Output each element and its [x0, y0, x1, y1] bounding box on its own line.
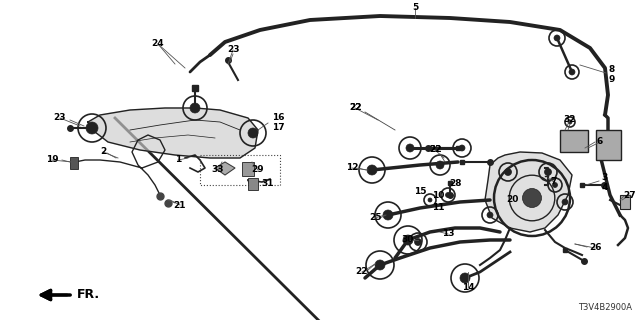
- Text: 4: 4: [602, 183, 608, 193]
- Circle shape: [554, 35, 560, 41]
- Circle shape: [552, 182, 557, 188]
- Text: 32: 32: [564, 116, 576, 124]
- Text: 1: 1: [175, 156, 181, 164]
- Text: 22: 22: [429, 146, 441, 155]
- Text: 33: 33: [212, 165, 224, 174]
- Text: 22: 22: [429, 146, 441, 155]
- Bar: [200, 155, 280, 185]
- Text: 25: 25: [369, 213, 381, 222]
- Text: 7: 7: [551, 178, 557, 187]
- Text: 6: 6: [597, 138, 603, 147]
- Text: 17: 17: [272, 124, 284, 132]
- Circle shape: [568, 120, 572, 124]
- Text: 26: 26: [589, 244, 601, 252]
- Text: 24: 24: [152, 39, 164, 49]
- Circle shape: [545, 169, 552, 175]
- Circle shape: [562, 199, 568, 205]
- Text: 3: 3: [602, 173, 608, 182]
- Text: 31: 31: [262, 179, 275, 188]
- Circle shape: [383, 210, 393, 220]
- Text: 27: 27: [624, 190, 636, 199]
- Text: 23: 23: [227, 45, 239, 54]
- Circle shape: [375, 260, 385, 270]
- Circle shape: [459, 145, 465, 151]
- Text: 21: 21: [173, 201, 186, 210]
- Text: 5: 5: [412, 4, 418, 12]
- Circle shape: [428, 198, 432, 202]
- Polygon shape: [88, 108, 258, 158]
- Circle shape: [445, 193, 451, 197]
- Circle shape: [415, 238, 422, 245]
- Text: 29: 29: [252, 165, 264, 174]
- Circle shape: [522, 188, 541, 207]
- Bar: [596, 130, 621, 160]
- Text: 15: 15: [413, 188, 426, 196]
- Text: 13: 13: [442, 229, 454, 238]
- Bar: [620, 195, 630, 209]
- Text: 28: 28: [449, 179, 461, 188]
- Circle shape: [460, 273, 470, 283]
- Polygon shape: [485, 152, 572, 232]
- Circle shape: [504, 169, 511, 175]
- Text: 22: 22: [349, 103, 361, 113]
- Text: T3V4B2900A: T3V4B2900A: [578, 303, 632, 312]
- Bar: [560, 130, 588, 152]
- Bar: [70, 157, 78, 169]
- Text: 30: 30: [402, 236, 414, 244]
- Text: 23: 23: [54, 114, 67, 123]
- Text: 11: 11: [432, 203, 444, 212]
- Text: 10: 10: [432, 191, 444, 201]
- Circle shape: [190, 103, 200, 113]
- Circle shape: [248, 128, 258, 138]
- Text: FR.: FR.: [77, 289, 100, 301]
- Text: 20: 20: [506, 196, 518, 204]
- Text: 22: 22: [356, 268, 368, 276]
- Bar: [248, 178, 258, 190]
- Circle shape: [436, 161, 444, 169]
- Text: 12: 12: [346, 164, 358, 172]
- Circle shape: [403, 235, 413, 245]
- Text: 22: 22: [349, 103, 361, 113]
- Circle shape: [569, 69, 575, 75]
- Text: 2: 2: [100, 148, 106, 156]
- Circle shape: [367, 165, 377, 175]
- Circle shape: [86, 122, 98, 134]
- Text: 9: 9: [609, 76, 615, 84]
- Text: 14: 14: [461, 283, 474, 292]
- Circle shape: [487, 212, 493, 218]
- Bar: [242, 162, 254, 176]
- Circle shape: [406, 144, 414, 152]
- Text: 16: 16: [272, 114, 284, 123]
- Polygon shape: [215, 162, 235, 175]
- Text: 8: 8: [609, 66, 615, 75]
- Text: 19: 19: [45, 156, 58, 164]
